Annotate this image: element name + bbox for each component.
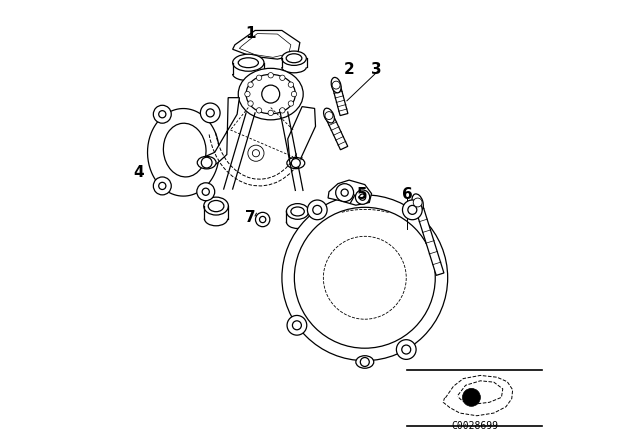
Ellipse shape [412,194,423,211]
Circle shape [307,200,327,220]
Circle shape [323,237,406,319]
Circle shape [159,111,166,118]
Ellipse shape [282,51,307,65]
Circle shape [201,157,212,168]
Circle shape [341,189,348,196]
Polygon shape [414,201,444,276]
Circle shape [280,108,285,113]
Circle shape [291,159,300,168]
Ellipse shape [197,156,216,169]
Polygon shape [239,34,291,57]
Polygon shape [233,30,300,59]
Circle shape [268,73,273,78]
Ellipse shape [238,58,259,68]
Circle shape [257,108,262,113]
Circle shape [206,109,214,117]
Circle shape [396,340,416,359]
Circle shape [402,345,411,354]
Circle shape [248,101,253,106]
Ellipse shape [246,74,296,114]
Circle shape [244,91,250,97]
Circle shape [408,205,417,214]
Circle shape [292,321,301,330]
Circle shape [257,75,262,81]
Ellipse shape [324,108,334,123]
Text: C0028699: C0028699 [451,422,498,431]
Text: 1: 1 [245,26,256,41]
Ellipse shape [233,54,264,71]
Circle shape [159,182,166,190]
Text: 4: 4 [133,165,144,180]
Polygon shape [328,180,371,205]
Circle shape [154,105,172,123]
Text: 6: 6 [402,187,413,202]
Ellipse shape [287,158,305,169]
Text: 2: 2 [344,62,355,77]
Circle shape [262,85,280,103]
Circle shape [200,103,220,123]
Ellipse shape [208,201,224,212]
Circle shape [360,358,369,366]
Circle shape [255,212,270,227]
Circle shape [268,110,273,116]
Circle shape [463,388,481,406]
Ellipse shape [287,203,309,220]
Polygon shape [203,98,239,167]
Text: 7: 7 [245,210,256,225]
Circle shape [287,315,307,335]
Ellipse shape [286,54,302,63]
Circle shape [280,75,285,81]
Circle shape [248,145,264,161]
Polygon shape [332,84,348,116]
Text: 3: 3 [371,62,381,77]
Circle shape [294,207,435,348]
Circle shape [360,194,365,200]
Circle shape [248,82,253,87]
Ellipse shape [331,78,341,93]
Circle shape [202,188,209,195]
Circle shape [336,184,354,202]
Circle shape [260,216,266,223]
Circle shape [413,198,422,207]
Circle shape [197,183,215,201]
Text: 5: 5 [357,187,368,202]
Circle shape [154,177,172,195]
Circle shape [288,101,294,106]
Circle shape [332,81,340,89]
Circle shape [291,91,297,97]
Circle shape [355,190,370,204]
Polygon shape [325,114,348,150]
Ellipse shape [163,123,206,177]
Circle shape [313,205,322,214]
Circle shape [403,200,422,220]
Circle shape [282,195,448,361]
Ellipse shape [356,356,374,368]
Ellipse shape [238,68,303,120]
Circle shape [252,150,260,157]
Ellipse shape [204,197,228,215]
Circle shape [325,112,333,120]
Circle shape [288,82,294,87]
Ellipse shape [291,207,305,216]
Polygon shape [288,107,316,160]
